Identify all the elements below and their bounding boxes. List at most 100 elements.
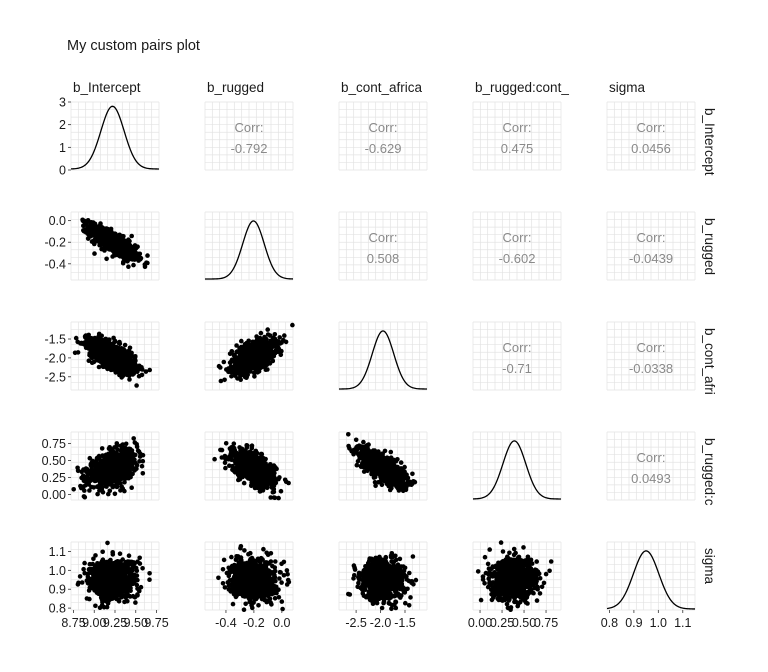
scatter-point	[117, 349, 122, 354]
scatter-point	[218, 365, 223, 370]
scatter-point	[127, 454, 133, 460]
scatter-point	[81, 229, 87, 234]
scatter-point	[131, 436, 136, 441]
corr-value-b_Intercept-sigma: 0.0456	[631, 141, 671, 156]
panel-b_Intercept-vs-b_rugged: Corr:-0.792	[204, 101, 294, 171]
scatter-point	[95, 484, 101, 490]
scatter-point	[118, 488, 123, 493]
scatter-point	[139, 463, 145, 469]
scatter-point	[121, 361, 126, 367]
scatter-point	[269, 351, 274, 356]
scatter-point	[134, 444, 140, 450]
scatter-point	[116, 367, 121, 373]
scatter-point	[263, 349, 268, 355]
corr-value-b_Intercept-b_rugged:cont_africa: 0.475	[501, 141, 534, 156]
scatter-point	[85, 471, 91, 477]
scatter-point	[92, 226, 98, 231]
scatter-point	[277, 348, 283, 354]
scatter-point	[256, 458, 261, 464]
scatter-point	[219, 447, 225, 453]
scatter-point	[258, 330, 264, 336]
scatter-point	[86, 479, 92, 485]
scatter-point	[212, 456, 217, 462]
scatter-point	[118, 480, 123, 486]
scatter-point	[252, 470, 258, 476]
scatter-point	[219, 455, 225, 460]
scatter-point	[89, 467, 94, 473]
scatter-point	[260, 488, 266, 493]
corr-label: Corr:	[503, 120, 532, 135]
scatter-point	[98, 227, 103, 233]
scatter-point	[278, 488, 284, 494]
density-curve-b_Intercept	[70, 105, 160, 170]
scatter-point	[227, 360, 233, 365]
corr-value-b_rugged-sigma: -0.0439	[629, 251, 673, 266]
corr-label: Corr:	[637, 120, 666, 135]
scatter-point	[238, 454, 244, 460]
scatter-point	[282, 477, 288, 483]
scatter-point	[87, 455, 93, 461]
scatter-point	[123, 473, 129, 479]
scatter-point	[96, 364, 102, 370]
scatter-point	[231, 445, 236, 451]
scatter-point	[263, 456, 268, 462]
scatter-point	[98, 343, 104, 349]
scatter-point	[249, 443, 255, 449]
scatter-point	[111, 335, 116, 341]
scatter-point	[241, 448, 246, 454]
scatter-point	[121, 259, 126, 265]
scatter-point	[122, 342, 128, 348]
scatter-point	[94, 457, 100, 463]
corr-value-b_cont_africa-sigma: -0.0338	[629, 361, 673, 376]
scatter-point	[253, 357, 258, 362]
scatter-point	[92, 347, 97, 353]
scatter-point	[88, 463, 94, 468]
scatter-point	[263, 337, 269, 343]
scatter-point	[239, 338, 244, 344]
scatter-point	[229, 349, 234, 355]
corr-value-b_Intercept-b_rugged: -0.792	[231, 141, 268, 156]
scatter-point	[129, 461, 135, 467]
scatter-point	[259, 364, 264, 370]
panel-b_rugged-vs-b_rugged	[204, 211, 294, 281]
chart-title: My custom pairs plot	[67, 38, 200, 54]
scatter-point	[82, 494, 88, 500]
corr-label: Corr:	[637, 230, 666, 245]
scatter-point	[136, 449, 142, 455]
scatter-point	[124, 253, 130, 259]
scatter-point	[107, 245, 113, 251]
scatter-point	[248, 349, 254, 354]
scatter-point	[108, 472, 114, 477]
scatter-point	[247, 361, 253, 366]
scatter-point	[125, 259, 130, 264]
scatter-point	[258, 359, 264, 364]
corr-value-b_rugged-b_cont_africa: 0.508	[367, 251, 400, 266]
scatter-point	[290, 322, 295, 328]
scatter-point	[241, 480, 247, 486]
scatter-point	[250, 459, 255, 464]
scatter-point	[254, 334, 259, 339]
scatter-point	[129, 350, 134, 356]
scatter-point	[259, 338, 264, 343]
scatter-point	[92, 251, 97, 256]
scatter-point	[88, 222, 94, 228]
panel-b_rugged-vs-b_Intercept	[70, 211, 160, 281]
scatter-point	[101, 349, 106, 355]
scatter-point	[104, 256, 109, 262]
scatter-point	[81, 478, 87, 484]
scatter-point	[114, 441, 120, 446]
panel-b_cont_africa-vs-b_cont_africa	[338, 321, 428, 391]
scatter-point	[89, 355, 95, 361]
panel-b_rugged:cont_africa-vs-b_Intercept	[70, 431, 160, 501]
scatter-point	[112, 236, 117, 242]
scatter-point	[252, 474, 257, 479]
scatter-point	[140, 452, 146, 458]
panel-b_rugged-vs-sigma: Corr: -0.0439	[606, 211, 696, 281]
scatter-point	[247, 368, 253, 374]
scatter-point	[354, 462, 360, 468]
scatter-point	[110, 449, 116, 454]
scatter-point	[241, 356, 246, 362]
scatter-point	[255, 465, 261, 470]
scatter-point	[227, 463, 232, 469]
scatter-point	[86, 231, 91, 237]
